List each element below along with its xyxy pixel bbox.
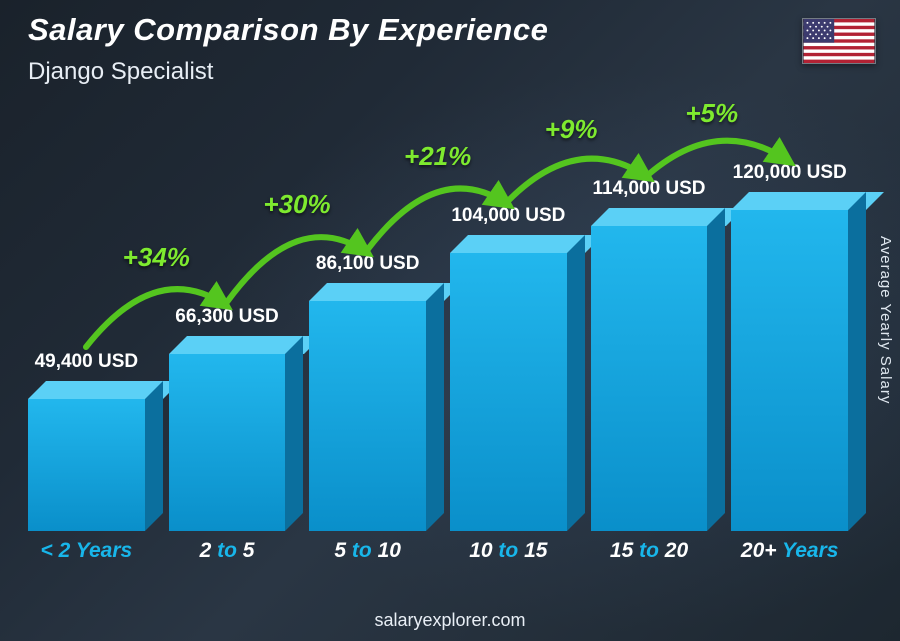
bar-front <box>169 354 286 531</box>
pct-increase-label: +21% <box>404 141 471 172</box>
page-subtitle: Django Specialist <box>28 58 213 86</box>
bar-column: 120,000 USD20+ Years <box>731 100 848 565</box>
bar-side-face <box>285 336 303 531</box>
bar-side-face <box>426 283 444 531</box>
pct-increase-label: +30% <box>263 189 330 220</box>
salary-bar: 49,400 USD <box>28 381 145 531</box>
bar-front <box>731 210 848 531</box>
bar-side-face <box>567 235 585 531</box>
page-title: Salary Comparison By Experience <box>28 12 548 48</box>
pct-increase-label: +5% <box>685 98 738 129</box>
bar-side-face <box>707 208 725 531</box>
flag-icon <box>802 18 876 64</box>
pct-increase-label: +34% <box>123 242 190 273</box>
infographic-stage: Salary Comparison By Experience Django S… <box>0 0 900 641</box>
bar-value-label: 66,300 USD <box>134 306 321 328</box>
salary-bar: 86,100 USD <box>309 283 426 531</box>
bar-category-label: 2 to 5 <box>157 539 298 563</box>
bar-side-face <box>145 381 163 531</box>
bar-front <box>450 253 567 531</box>
bar-front <box>309 301 426 531</box>
bar-column: 66,300 USD2 to 5 <box>169 100 286 565</box>
salary-bar: 114,000 USD <box>591 208 708 531</box>
salary-bar: 120,000 USD <box>731 192 848 531</box>
bar-front <box>591 226 708 531</box>
bar-value-label: 104,000 USD <box>415 205 602 227</box>
salary-bar: 104,000 USD <box>450 235 567 531</box>
footer-attribution: salaryexplorer.com <box>0 610 900 631</box>
salary-bar-chart: 49,400 USD< 2 Years66,300 USD2 to 586,10… <box>20 100 856 565</box>
y-axis-label: Average Yearly Salary <box>877 0 894 641</box>
bar-column: 49,400 USD< 2 Years <box>28 100 145 565</box>
bar-category-label: < 2 Years <box>16 539 157 563</box>
bar-category-label: 10 to 15 <box>438 539 579 563</box>
bar-category-label: 20+ Years <box>719 539 860 563</box>
bar-front <box>28 399 145 531</box>
bar-side-face <box>848 192 866 531</box>
salary-bar: 66,300 USD <box>169 336 286 531</box>
pct-increase-label: +9% <box>545 114 598 145</box>
bar-category-label: 5 to 10 <box>297 539 438 563</box>
bar-category-label: 15 to 20 <box>579 539 720 563</box>
bar-value-label: 86,100 USD <box>274 253 461 275</box>
bar-value-label: 120,000 USD <box>696 162 883 184</box>
bar-column: 114,000 USD15 to 20 <box>591 100 708 565</box>
bar-value-label: 49,400 USD <box>0 351 180 373</box>
